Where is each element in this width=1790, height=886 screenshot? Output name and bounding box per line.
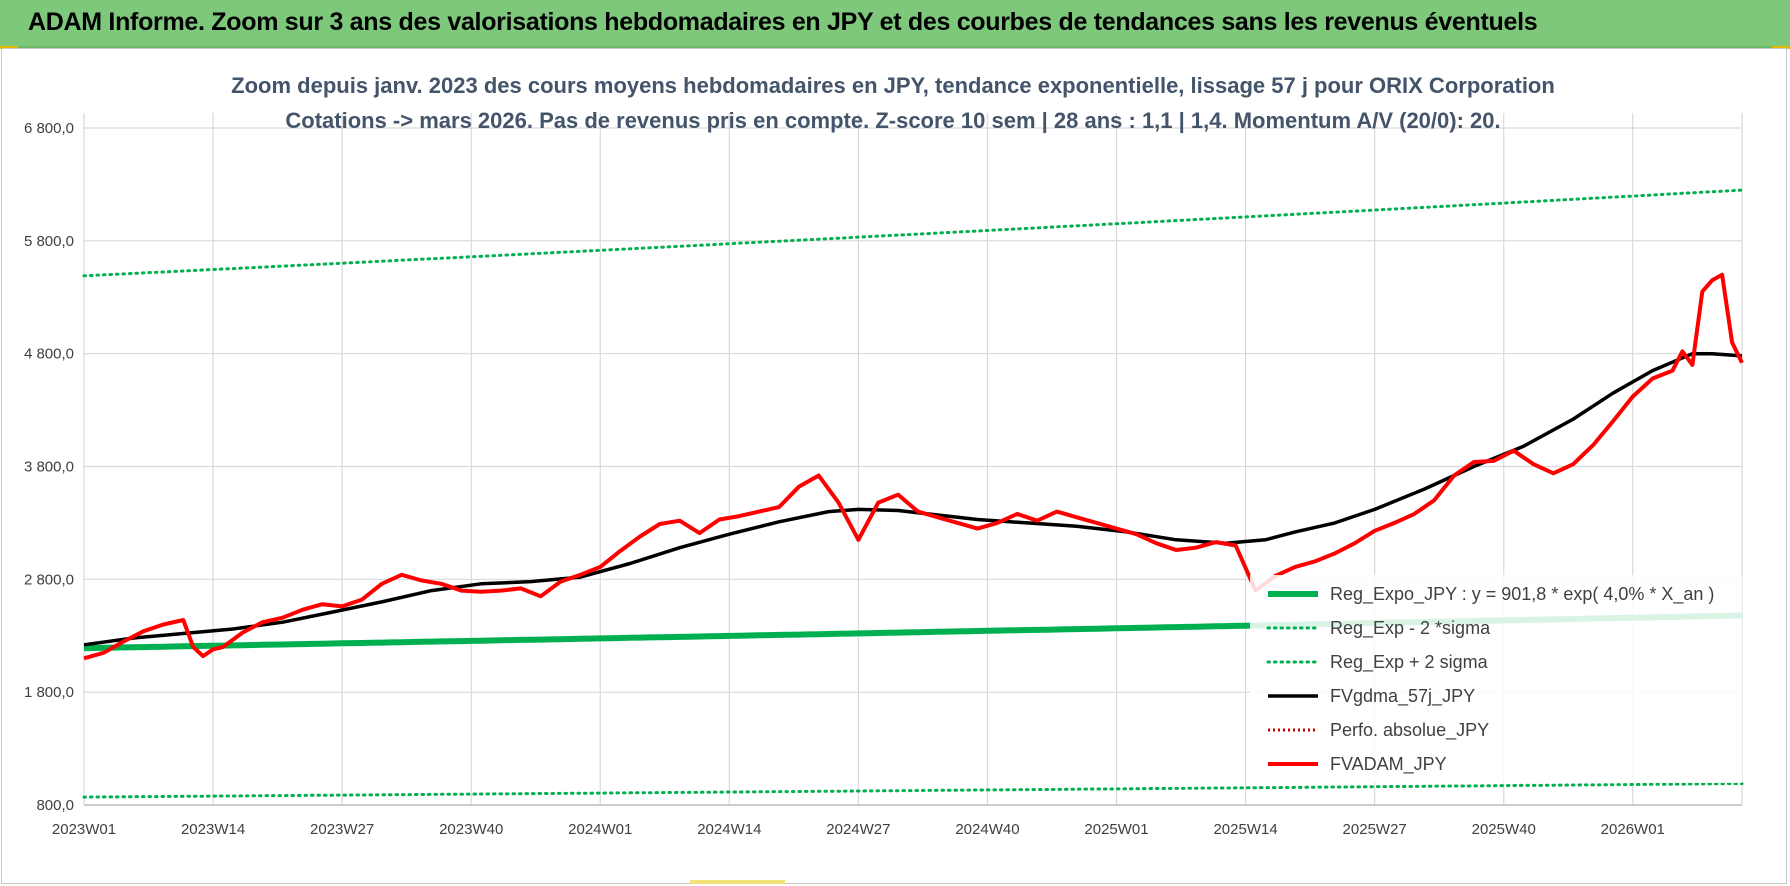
x-tick-label: 2024W01 xyxy=(568,821,632,838)
banner-accent-right xyxy=(1772,46,1790,49)
legend-label-reg-expo: Reg_Expo_JPY : y = 901,8 * exp( 4,0% * X… xyxy=(1330,584,1714,605)
legend: Reg_Expo_JPY : y = 901,8 * exp( 4,0% * X… xyxy=(1250,575,1742,783)
header-banner: ADAM Informe. Zoom sur 3 ans des valoris… xyxy=(0,0,1790,48)
y-tick-label: 1 800,0 xyxy=(24,684,74,701)
chart-frame xyxy=(1,48,1787,884)
y-tick-label: 5 800,0 xyxy=(24,233,74,250)
chart-title-line-1: Zoom depuis janv. 2023 des cours moyens … xyxy=(231,73,1555,98)
x-tick-label: 2023W40 xyxy=(439,821,503,838)
x-tick-label: 2025W27 xyxy=(1343,821,1407,838)
banner-accent-left xyxy=(0,46,18,49)
chart-title-line-2: Cotations -> mars 2026. Pas de revenus p… xyxy=(285,108,1500,133)
x-tick-label: 2024W14 xyxy=(697,821,761,838)
legend-label-perfo: Perfo. absolue_JPY xyxy=(1330,720,1489,741)
legend-background xyxy=(1250,575,1742,783)
y-tick-label: 800,0 xyxy=(36,797,74,814)
series-fvadam xyxy=(83,272,1744,661)
series-reg-plus xyxy=(82,188,1744,278)
x-tick-label: 2023W27 xyxy=(310,821,374,838)
x-tick-label: 2023W01 xyxy=(52,821,116,838)
y-tick-label: 3 800,0 xyxy=(24,459,74,476)
legend-label-fvadam: FVADAM_JPY xyxy=(1330,754,1447,775)
series-reg-minus xyxy=(82,782,1744,799)
bottom-accent xyxy=(690,880,785,884)
y-tick-label: 2 800,0 xyxy=(24,571,74,588)
x-tick-label: 2025W14 xyxy=(1213,821,1277,838)
y-tick-label: 6 800,0 xyxy=(24,120,74,137)
y-tick-label: 4 800,0 xyxy=(24,346,74,363)
x-tick-label: 2025W40 xyxy=(1472,821,1536,838)
x-tick-label: 2025W01 xyxy=(1084,821,1148,838)
legend-label-fvgdma: FVgdma_57j_JPY xyxy=(1330,686,1475,707)
page-title: ADAM Informe. Zoom sur 3 ans des valoris… xyxy=(28,8,1538,36)
x-tick-label: 2026W01 xyxy=(1601,821,1665,838)
legend-label-reg-plus: Reg_Exp + 2 sigma xyxy=(1330,652,1489,673)
legend-label-reg-minus: Reg_Exp - 2 *sigma xyxy=(1330,618,1491,639)
x-tick-label: 2024W27 xyxy=(826,821,890,838)
axes: 800,0 1 800,0 2 800,0 3 800,0 4 800,0 5 800,0… xyxy=(24,120,1742,838)
x-tick-label: 2024W40 xyxy=(955,821,1019,838)
x-tick-label: 2023W14 xyxy=(181,821,245,838)
